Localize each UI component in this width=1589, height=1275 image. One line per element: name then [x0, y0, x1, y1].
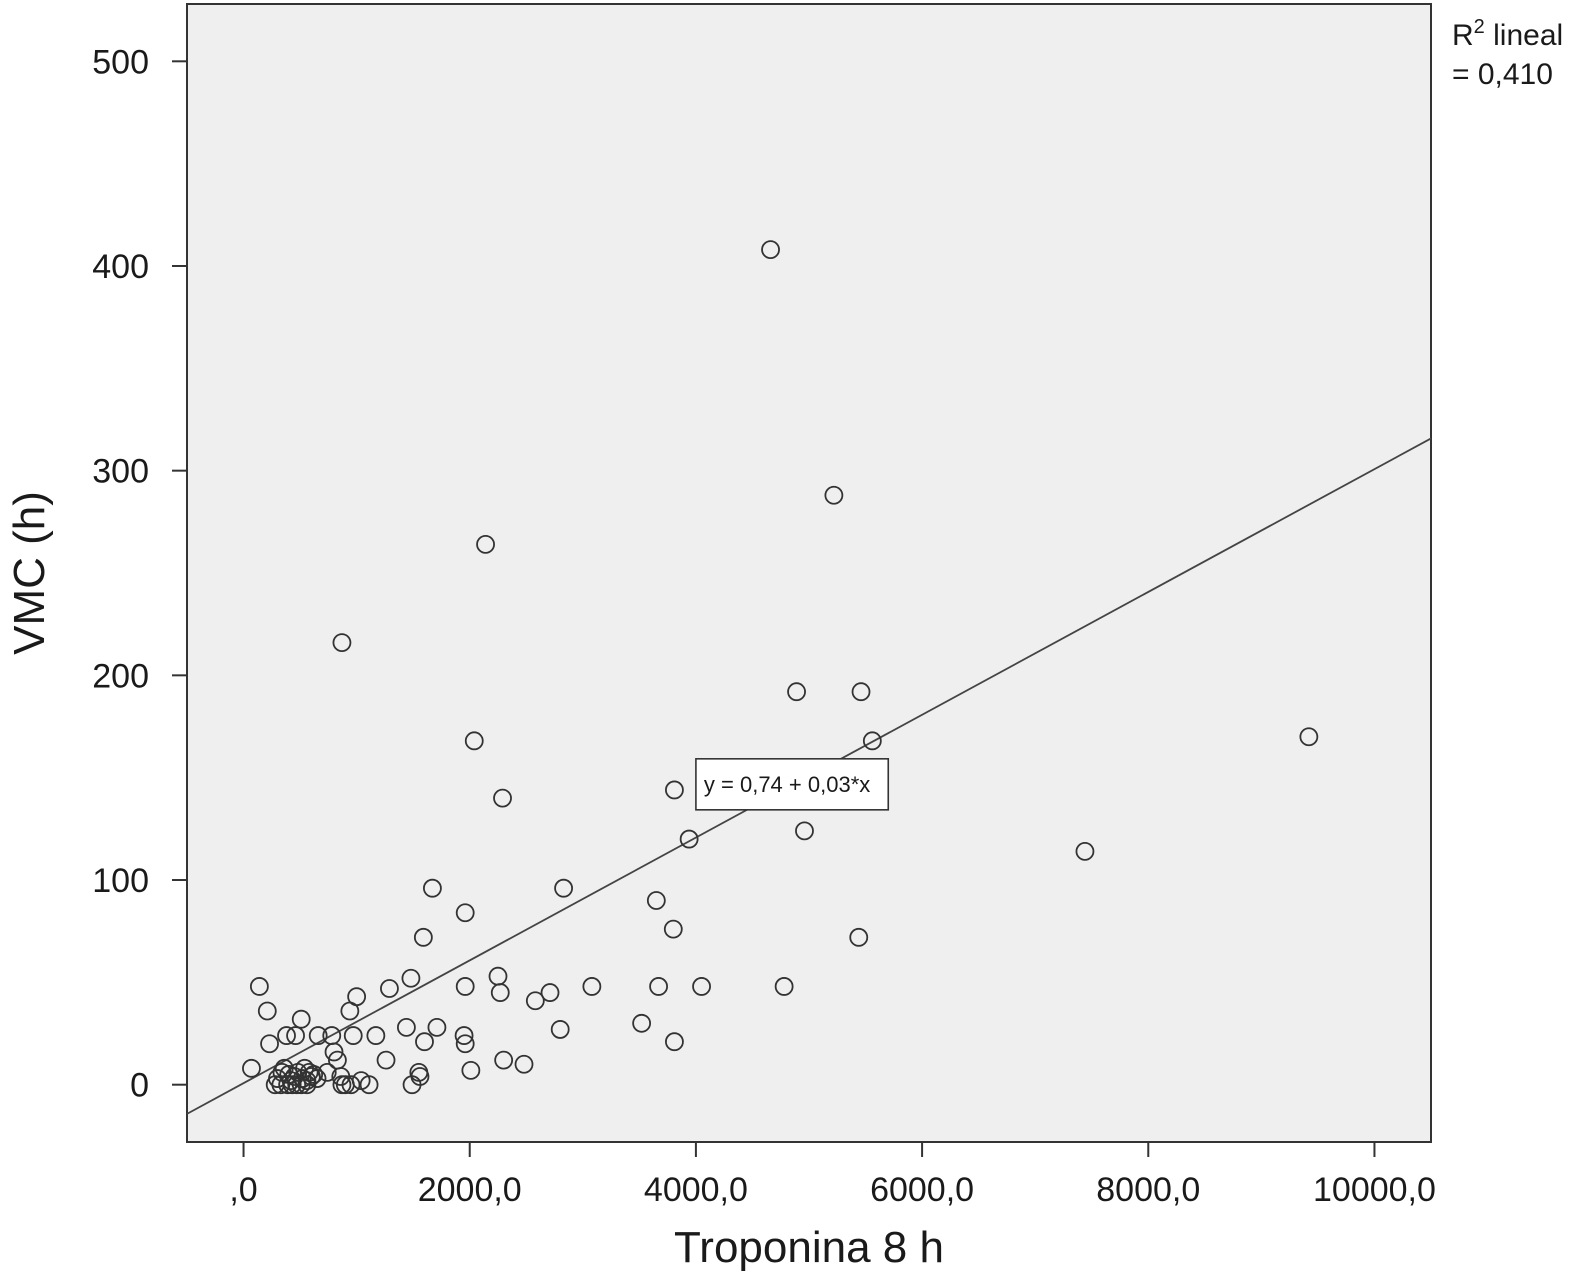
- data-point: [455, 903, 475, 923]
- data-point: [461, 1060, 481, 1080]
- data-point: [787, 682, 806, 702]
- r-squared-value: = 0,410: [1452, 58, 1553, 91]
- y-axis: 0 100 200 300 400 500: [92, 43, 187, 1105]
- data-point: [249, 977, 269, 996]
- data-point: [291, 1009, 311, 1029]
- r-squared-title: R2 lineal: [1452, 16, 1563, 52]
- data-point: [291, 1075, 311, 1095]
- data-point: [540, 983, 560, 1002]
- data-point: [335, 1075, 355, 1095]
- data-point: [297, 1075, 317, 1095]
- data-point: [761, 240, 780, 260]
- data-point: [665, 1032, 684, 1052]
- plot-area: [186, 3, 1432, 1143]
- data-point: [341, 1075, 361, 1095]
- data-point: [427, 1017, 447, 1037]
- data-point: [307, 1069, 327, 1088]
- data-point: [692, 977, 711, 996]
- data-point: [632, 1013, 652, 1033]
- data-point: [824, 485, 844, 505]
- y-tick-label: 300: [92, 453, 149, 491]
- x-tick-label: 6000,0: [870, 1171, 974, 1209]
- data-point: [324, 1042, 344, 1062]
- r-squared-superscript: 2: [1474, 16, 1485, 38]
- x-tick-label: 10000,0: [1313, 1171, 1436, 1209]
- data-point: [282, 1075, 302, 1095]
- data-point: [242, 1058, 261, 1078]
- x-tick-label: ,0: [229, 1171, 257, 1209]
- data-point: [494, 1050, 514, 1070]
- data-point: [257, 1001, 277, 1021]
- y-tick-label: 400: [92, 248, 149, 286]
- data-point: [582, 977, 602, 996]
- x-tick-label: 4000,0: [644, 1171, 748, 1209]
- data-point: [646, 891, 666, 910]
- data-point: [297, 1071, 317, 1090]
- data-point: [454, 1026, 474, 1045]
- data-point: [679, 829, 699, 849]
- data-points: [242, 240, 1319, 1095]
- equation-label: y = 0,74 + 0,03*x: [704, 772, 870, 797]
- data-point: [455, 977, 475, 996]
- data-point: [493, 788, 512, 808]
- data-point: [287, 1075, 307, 1095]
- data-point: [455, 1034, 475, 1054]
- data-point: [514, 1054, 534, 1074]
- data-point: [260, 1034, 279, 1054]
- equation-label-box: y = 0,74 + 0,03*x: [695, 758, 890, 811]
- data-point: [401, 968, 421, 988]
- data-point: [476, 534, 495, 554]
- y-axis-title: VMC (h): [5, 491, 54, 655]
- data-point: [380, 979, 399, 998]
- data-point: [343, 1026, 363, 1045]
- r-squared-legend: R2 lineal = 0,410: [1452, 16, 1563, 91]
- data-point: [490, 983, 510, 1002]
- data-point: [464, 731, 484, 751]
- data-point: [278, 1075, 298, 1095]
- y-tick-label: 200: [92, 657, 149, 695]
- data-point: [277, 1026, 296, 1045]
- data-point: [366, 1026, 386, 1045]
- data-point: [774, 977, 794, 996]
- data-point: [308, 1026, 328, 1045]
- data-point: [271, 1075, 291, 1095]
- y-tick-label: 100: [92, 862, 149, 900]
- x-axis: ,0 2000,0 4000,0 6000,0 8000,0 10000,0: [229, 1142, 1436, 1209]
- data-point: [1299, 727, 1319, 747]
- data-point: [402, 1075, 422, 1095]
- data-point: [376, 1050, 396, 1070]
- data-point: [332, 633, 352, 652]
- data-point: [550, 1020, 570, 1039]
- y-tick-label: 500: [92, 43, 149, 81]
- data-point: [413, 927, 433, 947]
- data-point: [862, 731, 882, 751]
- data-point: [795, 821, 814, 841]
- data-point: [554, 878, 573, 898]
- data-point: [665, 780, 684, 800]
- data-point: [525, 991, 545, 1011]
- data-point: [304, 1065, 324, 1084]
- equation-box: [695, 758, 890, 811]
- data-point: [849, 927, 869, 947]
- r-squared-prefix: R: [1452, 19, 1474, 52]
- x-tick-label: 8000,0: [1096, 1171, 1200, 1209]
- data-point: [1075, 841, 1095, 861]
- data-point: [649, 977, 668, 996]
- x-axis-title: Troponina 8 h: [674, 1223, 944, 1272]
- data-point: [423, 878, 442, 898]
- data-point: [359, 1075, 379, 1095]
- data-point: [851, 682, 871, 702]
- data-point: [340, 1001, 360, 1021]
- x-tick-label: 2000,0: [418, 1171, 522, 1209]
- data-point: [663, 919, 683, 939]
- y-tick-label: 0: [130, 1067, 149, 1105]
- data-point: [415, 1032, 434, 1052]
- data-point: [286, 1026, 305, 1045]
- r-squared-suffix: lineal: [1485, 19, 1563, 52]
- data-point: [396, 1017, 416, 1037]
